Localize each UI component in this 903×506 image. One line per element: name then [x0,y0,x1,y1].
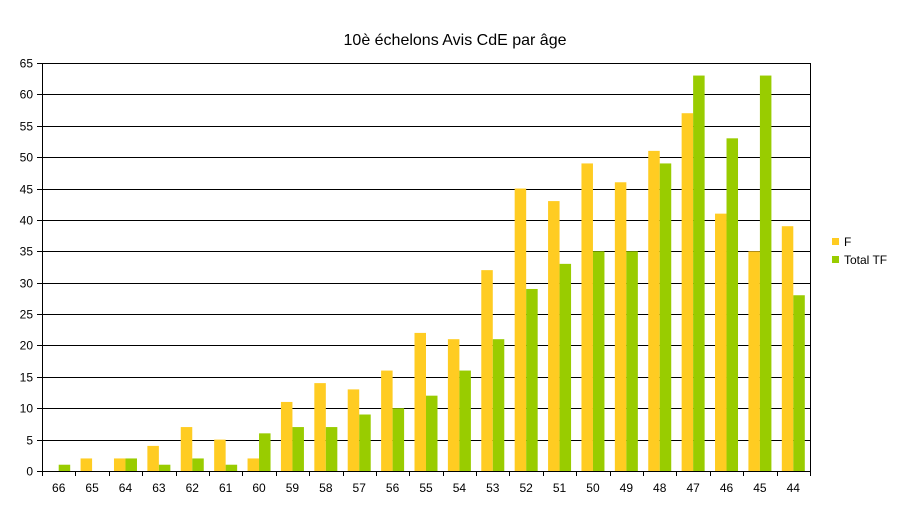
bar-total-tf-61 [225,464,238,471]
bar-total-tf-58 [325,427,338,471]
y-tick-label: 35 [20,245,34,259]
bar-total-tf-52 [526,288,538,471]
y-tick-label: 45 [20,183,34,197]
bar-total-tf-48 [659,163,672,471]
x-tick-label: 58 [319,481,333,495]
chart-title: 10è échelons Avis CdE par âge [344,32,567,49]
y-tick-label: 10 [20,402,34,416]
x-tick-label: 57 [353,481,367,495]
x-tick-label: 49 [620,481,634,495]
x-tick-label: 52 [519,481,533,495]
bar-total-tf-66 [58,464,71,471]
x-tick-label: 47 [686,481,700,495]
x-tick-label: 61 [219,481,233,495]
bar-total-tf-60 [259,433,271,471]
x-tick-label: 48 [653,481,667,495]
bar-f-50 [581,163,593,471]
legend-label-f: F [844,235,851,249]
bar-f-63 [147,445,159,471]
bar-total-tf-49 [626,251,638,471]
y-tick-label: 60 [20,88,34,102]
x-tick-label: 44 [787,481,801,495]
bar-f-47 [681,113,694,471]
bar-f-46 [715,213,727,471]
axes [37,63,811,476]
y-tick-label: 65 [20,57,34,71]
legend: F Total TF [832,235,887,267]
y-tick-label: 55 [20,120,34,134]
y-tick-label: 5 [26,434,33,448]
x-tick-label: 54 [453,481,467,495]
bar-total-tf-64 [125,458,137,471]
bar-total-tf-57 [359,414,371,471]
bar-total-tf-47 [693,75,705,472]
bar-f-59 [280,401,293,471]
bar-f-52 [514,188,527,472]
bar-f-64 [113,458,126,471]
x-tick-label: 56 [386,481,400,495]
bar-f-60 [247,458,260,471]
x-tick-label: 62 [186,481,200,495]
y-tick-label: 50 [20,151,34,165]
bars [58,75,805,472]
bar-f-48 [648,150,660,471]
y-axis-tick-labels: 0 5 10 15 20 25 30 35 40 45 50 55 60 65 [20,57,34,479]
x-tick-label: 53 [486,481,500,495]
bar-total-tf-56 [392,408,405,471]
bar-total-tf-53 [492,339,505,471]
y-tick-label: 15 [20,371,34,385]
bar-f-61 [214,439,226,471]
x-tick-label: 59 [286,481,300,495]
legend-label-total-tf: Total TF [844,253,887,267]
bar-f-44 [781,226,794,471]
bar-f-51 [548,201,560,472]
y-tick-label: 25 [20,308,34,322]
x-tick-label: 65 [85,481,99,495]
x-tick-label: 60 [252,481,266,495]
bar-total-tf-59 [292,427,304,471]
bar-f-49 [614,182,627,471]
bar-f-65 [80,458,93,471]
x-tick-label: 51 [553,481,567,495]
legend-swatch-total-tf [832,256,839,263]
bar-total-tf-54 [459,370,471,471]
y-tick-label: 20 [20,339,34,353]
bar-total-tf-44 [793,295,805,471]
x-tick-label: 50 [586,481,600,495]
legend-swatch-f [832,238,839,245]
bar-f-45 [748,251,760,471]
bar-total-tf-50 [592,251,605,471]
y-tick-label: 40 [20,214,34,228]
x-tick-label: 55 [419,481,433,495]
bar-total-tf-62 [192,458,204,471]
bar-f-58 [314,383,326,471]
bar-f-57 [347,389,360,471]
x-tick-label: 45 [753,481,767,495]
bar-f-62 [180,427,193,471]
bar-total-tf-51 [559,263,572,471]
bar-total-tf-46 [726,138,739,472]
y-tick-label: 0 [26,465,33,479]
bar-total-tf-55 [426,395,438,471]
x-tick-label: 66 [52,481,66,495]
x-tick-label: 64 [119,481,133,495]
x-axis-tick-labels: 66 65 64 63 62 61 60 59 58 57 56 55 54 53 52 51 50 49 48 47… [52,481,800,495]
x-tick-label: 46 [720,481,734,495]
x-tick-label: 63 [152,481,166,495]
bar-total-tf-63 [158,464,171,471]
y-tick-label: 30 [20,277,34,291]
bar-f-53 [481,270,493,471]
bar-total-tf-45 [759,75,772,472]
bar-f-56 [381,370,393,471]
bar-f-54 [447,339,460,471]
bar-f-55 [414,332,426,471]
